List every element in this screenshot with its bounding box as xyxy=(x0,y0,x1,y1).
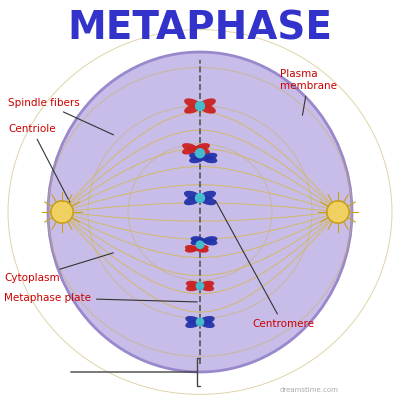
Text: METAPHASE: METAPHASE xyxy=(68,10,332,48)
Ellipse shape xyxy=(184,98,202,108)
Ellipse shape xyxy=(190,238,205,246)
Ellipse shape xyxy=(198,320,215,328)
Ellipse shape xyxy=(184,196,202,205)
Ellipse shape xyxy=(185,316,202,324)
Circle shape xyxy=(196,318,204,326)
Text: Centromere: Centromere xyxy=(215,200,314,329)
Ellipse shape xyxy=(184,104,202,114)
Ellipse shape xyxy=(198,316,215,324)
Ellipse shape xyxy=(198,281,214,288)
Ellipse shape xyxy=(182,146,198,154)
Text: Spindle fibers: Spindle fibers xyxy=(8,98,114,135)
Circle shape xyxy=(51,201,73,223)
Text: Plasma
membrane: Plasma membrane xyxy=(280,69,337,115)
Ellipse shape xyxy=(198,196,216,205)
Circle shape xyxy=(196,282,204,290)
Text: Metaphase plate: Metaphase plate xyxy=(4,293,197,303)
Circle shape xyxy=(195,101,205,111)
Ellipse shape xyxy=(198,104,216,114)
Ellipse shape xyxy=(184,191,202,200)
Ellipse shape xyxy=(185,245,198,251)
Ellipse shape xyxy=(198,191,216,200)
Ellipse shape xyxy=(194,143,210,151)
Ellipse shape xyxy=(186,281,202,288)
Ellipse shape xyxy=(185,320,202,328)
Ellipse shape xyxy=(190,236,205,243)
Ellipse shape xyxy=(196,246,209,253)
Ellipse shape xyxy=(203,236,218,243)
Circle shape xyxy=(196,240,204,249)
Ellipse shape xyxy=(189,153,205,160)
Ellipse shape xyxy=(186,284,202,291)
Circle shape xyxy=(327,201,349,223)
Ellipse shape xyxy=(203,238,218,246)
Ellipse shape xyxy=(185,246,198,253)
Ellipse shape xyxy=(48,52,352,372)
Ellipse shape xyxy=(182,143,198,151)
Circle shape xyxy=(195,193,205,203)
Ellipse shape xyxy=(189,156,205,163)
Circle shape xyxy=(195,148,205,158)
Ellipse shape xyxy=(196,245,209,251)
Ellipse shape xyxy=(194,146,210,154)
Text: Centriole: Centriole xyxy=(8,124,70,202)
Text: dreamstime.com: dreamstime.com xyxy=(280,387,339,393)
Ellipse shape xyxy=(198,284,214,291)
Ellipse shape xyxy=(202,153,217,160)
Ellipse shape xyxy=(198,98,216,108)
Text: Cytoplasm: Cytoplasm xyxy=(4,253,113,283)
Ellipse shape xyxy=(202,156,217,163)
